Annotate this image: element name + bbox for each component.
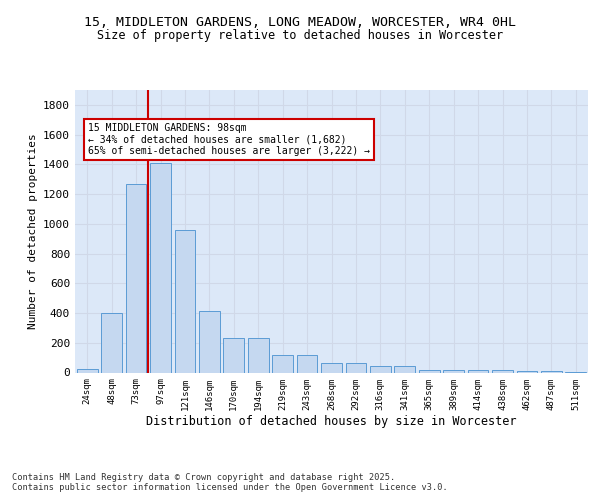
Text: 15, MIDDLETON GARDENS, LONG MEADOW, WORCESTER, WR4 0HL: 15, MIDDLETON GARDENS, LONG MEADOW, WORC… <box>84 16 516 29</box>
Bar <box>370 366 391 372</box>
Bar <box>77 369 98 372</box>
Bar <box>125 184 146 372</box>
Bar <box>517 371 538 372</box>
Bar <box>419 370 440 372</box>
Bar <box>199 311 220 372</box>
Y-axis label: Number of detached properties: Number of detached properties <box>28 134 38 329</box>
Text: Size of property relative to detached houses in Worcester: Size of property relative to detached ho… <box>97 30 503 43</box>
X-axis label: Distribution of detached houses by size in Worcester: Distribution of detached houses by size … <box>146 415 517 428</box>
Text: 15 MIDDLETON GARDENS: 98sqm
← 34% of detached houses are smaller (1,682)
65% of : 15 MIDDLETON GARDENS: 98sqm ← 34% of det… <box>88 122 370 156</box>
Bar <box>248 338 269 372</box>
Bar <box>467 370 488 372</box>
Bar <box>296 354 317 372</box>
Bar <box>346 363 367 372</box>
Bar <box>101 313 122 372</box>
Bar <box>394 366 415 372</box>
Bar <box>443 370 464 372</box>
Text: Contains HM Land Registry data © Crown copyright and database right 2025.
Contai: Contains HM Land Registry data © Crown c… <box>12 472 448 492</box>
Bar <box>272 354 293 372</box>
Bar <box>492 370 513 372</box>
Bar <box>541 371 562 372</box>
Bar <box>150 163 171 372</box>
Bar <box>321 363 342 372</box>
Bar <box>175 230 196 372</box>
Bar <box>223 338 244 372</box>
